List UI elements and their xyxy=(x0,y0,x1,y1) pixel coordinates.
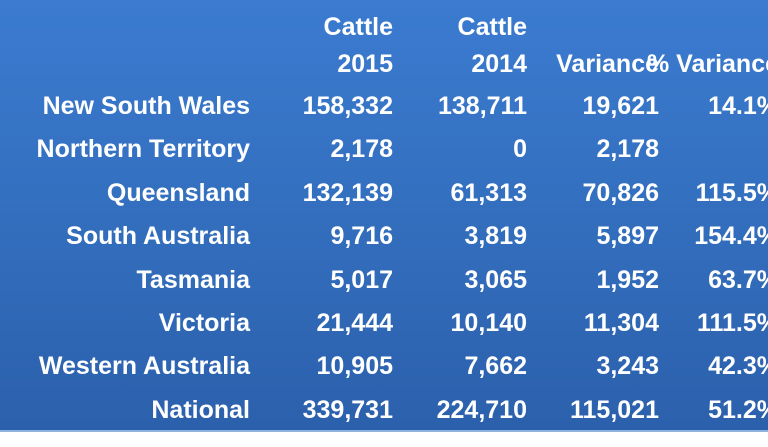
cell-value: 1,952 xyxy=(596,265,659,294)
cell-value: 5,897 xyxy=(596,222,659,251)
cell-value: 132,139 xyxy=(302,178,393,207)
cell-value: 5,017 xyxy=(330,265,393,294)
cell-value: 224,710 xyxy=(436,395,527,424)
row-label: Tasmania xyxy=(136,265,250,294)
cell-value: 3,819 xyxy=(464,222,527,251)
column-header: 2014 xyxy=(471,50,527,78)
cell-value: 11,304 xyxy=(583,309,659,337)
cell-value: 154.4% xyxy=(694,222,768,251)
row-label: Queensland xyxy=(106,178,250,207)
row-label: Victoria xyxy=(158,309,250,337)
cell-value: 3,243 xyxy=(596,352,659,381)
cell-value: 111.5% xyxy=(696,309,768,337)
cell-value: 19,621 xyxy=(582,92,659,120)
cell-value: 339,731 xyxy=(302,395,393,424)
cell-value: 115,021 xyxy=(570,395,659,424)
row-label: Northern Territory xyxy=(36,135,250,164)
column-header: 2015 xyxy=(337,50,393,78)
cell-value: 14.1% xyxy=(708,92,768,120)
cell-value: 21,444 xyxy=(316,309,393,337)
cell-value: 63.7% xyxy=(708,265,768,294)
cell-value: 0 xyxy=(513,135,527,164)
cell-value: 138,711 xyxy=(438,92,527,120)
cell-value: 2,178 xyxy=(596,135,659,164)
row-label: New South Wales xyxy=(42,92,250,120)
row-label: South Australia xyxy=(66,222,250,251)
cell-value: 2,178 xyxy=(330,135,393,164)
cell-value: 115.5% xyxy=(695,178,768,207)
cell-value: 10,140 xyxy=(450,309,527,337)
column-header: Cattle xyxy=(323,13,393,41)
cell-value: 3,065 xyxy=(464,265,527,294)
table-slide: Cattle 2015 Cattle 2014 Variance% Variance Ne… xyxy=(0,0,768,432)
cell-value: 9,716 xyxy=(330,222,393,251)
row-label: Western Australia xyxy=(38,352,250,381)
cell-value: 42.3% xyxy=(708,352,768,381)
cell-value: 10,905 xyxy=(316,352,393,381)
cell-value: 70,826 xyxy=(582,178,659,207)
row-label: National xyxy=(151,395,250,424)
cell-value: 158,332 xyxy=(302,92,393,120)
column-header: Variance xyxy=(556,50,659,78)
cell-value: 7,662 xyxy=(464,352,527,381)
cell-value: 61,313 xyxy=(450,178,527,207)
column-header: Cattle xyxy=(457,13,527,41)
cell-value: 51.2% xyxy=(708,395,768,424)
column-header: % Variance xyxy=(646,50,768,78)
